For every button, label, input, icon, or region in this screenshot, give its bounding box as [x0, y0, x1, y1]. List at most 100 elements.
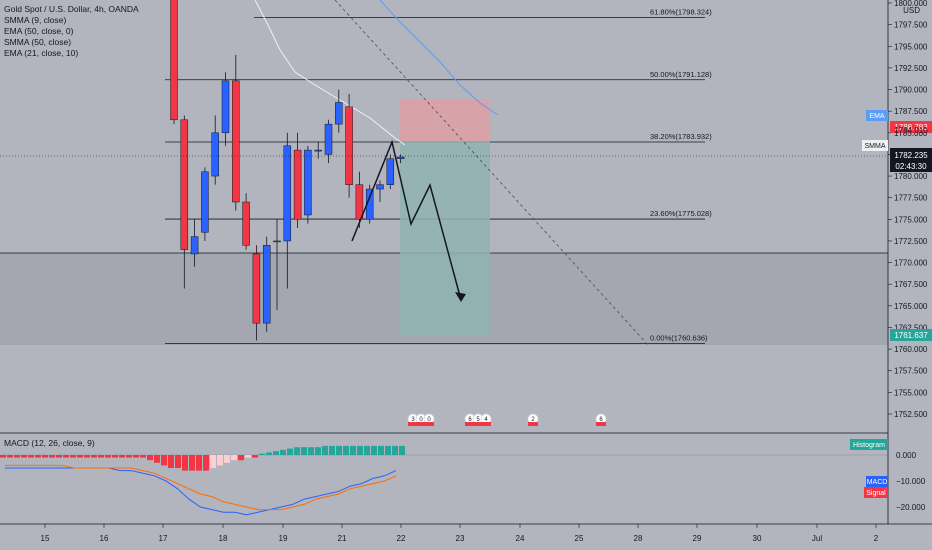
price-label-stop: 1788.783	[890, 121, 932, 133]
price-tick-label: 1770.000	[894, 259, 928, 268]
candle-body	[273, 240, 281, 243]
histogram-bar	[70, 455, 76, 458]
price-tick-label: 1762.500	[894, 323, 928, 332]
time-tick-label: 24	[516, 534, 525, 543]
histogram-bar	[196, 455, 202, 471]
price-label-stop-text: 1788.783	[894, 123, 928, 132]
histogram-bar	[21, 455, 27, 458]
histogram-tag[interactable]: Histogram	[850, 439, 888, 450]
candle-body	[221, 80, 230, 134]
smma-tag-text: SMMA	[865, 143, 886, 150]
price-label-current-text: 1782.235	[894, 151, 928, 160]
fib-level-label: 50.00%(1791.128)	[650, 70, 712, 79]
event-badge-text: 0	[419, 417, 423, 423]
smma-tag[interactable]: SMMA	[862, 140, 888, 151]
histogram-bar	[224, 455, 230, 463]
time-tick-label: 23	[456, 534, 465, 543]
price-label-countdown-text: 02:43:30	[895, 162, 927, 171]
signal-tag[interactable]: Signal	[864, 487, 888, 498]
price-tick-label: 1767.500	[894, 280, 928, 289]
smma-line	[254, 0, 406, 146]
time-tick-label: 15	[41, 534, 50, 543]
histogram-bar	[182, 455, 188, 471]
event-badge[interactable]: 6	[595, 413, 607, 426]
histogram-bar	[245, 455, 251, 458]
currency-label: USD	[903, 6, 920, 15]
histogram-bar	[308, 447, 314, 455]
legend-indicator-ema-21[interactable]: EMA (21, close, 10)	[4, 48, 79, 58]
histogram-bar	[175, 455, 181, 468]
histogram-bar	[203, 455, 209, 471]
histogram-bar	[98, 455, 104, 458]
price-axis[interactable]	[888, 0, 932, 524]
candlestick-series	[170, 0, 405, 341]
histogram-bar	[126, 455, 132, 458]
histogram-bar	[0, 455, 6, 458]
histogram-bar	[385, 445, 391, 455]
time-tick-label: 17	[159, 534, 168, 543]
macd-tick-label: 0.000	[896, 451, 917, 460]
price-tick-label: 1757.500	[894, 367, 928, 376]
price-tick-label: 1780.000	[894, 172, 928, 181]
ema-tag[interactable]: EMA	[866, 110, 888, 121]
histogram-bar	[112, 455, 118, 458]
histogram-bar	[315, 447, 321, 455]
histogram-bar	[147, 455, 153, 461]
macd-tag[interactable]: MACD	[866, 476, 888, 487]
legend-indicator-smma-50[interactable]: SMMA (50, close)	[4, 37, 72, 47]
histogram-bar	[84, 455, 90, 458]
legend-indicator-ema-50[interactable]: EMA (50, close, 0)	[4, 26, 74, 36]
histogram-bar	[294, 447, 300, 455]
candle-body	[252, 253, 261, 324]
price-tick-label: 1765.000	[894, 302, 928, 311]
histogram-bar	[378, 445, 384, 455]
candle-body	[335, 102, 343, 125]
time-tick-label: 21	[338, 534, 347, 543]
histogram-bar	[273, 451, 279, 455]
price-label-current: 1782.235 02:43:30	[890, 148, 932, 172]
histogram-bar	[77, 455, 83, 458]
stop-loss-zone[interactable]	[400, 99, 490, 141]
histogram-bar	[287, 448, 293, 455]
time-tick-label: 25	[575, 534, 584, 543]
histogram-bar	[168, 455, 174, 468]
projected-path-arrowhead	[455, 292, 466, 302]
candle-body	[262, 245, 271, 324]
time-tick-label: 2	[874, 534, 879, 543]
histogram-bar	[371, 445, 377, 455]
event-badge[interactable]: 4	[480, 413, 492, 426]
histogram-bar	[189, 455, 195, 471]
event-badge-text: 3	[411, 417, 415, 423]
event-badge[interactable]: 2	[527, 413, 539, 426]
histogram-bar	[301, 447, 307, 455]
histogram-bar	[91, 455, 97, 458]
histogram-bar	[49, 455, 55, 458]
event-badge[interactable]: 3	[407, 413, 419, 426]
time-axis-ticks: 15 16 17 18 19 21 22 23 24 25 28 29 30 Jul 2	[41, 524, 879, 543]
histogram-bar	[231, 455, 237, 461]
price-tick-label: 1755.000	[894, 388, 928, 397]
candle-body	[211, 132, 219, 177]
macd-legend[interactable]: MACD (12, 26, close, 9)	[4, 438, 95, 448]
price-tick-label: 1752.500	[894, 410, 928, 419]
event-badge[interactable]: 0	[423, 413, 435, 426]
legend-indicator-smma-9[interactable]: SMMA (9, close)	[4, 15, 67, 25]
projected-path-drawing[interactable]	[351, 139, 462, 301]
candle-body	[314, 149, 322, 152]
histogram-bar	[322, 445, 328, 455]
event-badge-text: 0	[427, 417, 431, 423]
price-label-ema-text: 1784.010	[894, 126, 928, 135]
histogram-tag-text: Histogram	[853, 442, 885, 449]
price-tick-label: 1775.000	[894, 215, 928, 224]
candle-body	[170, 0, 178, 121]
candle-body	[304, 149, 312, 216]
chart-legend[interactable]: Gold Spot / U.S. Dollar, 4h, OANDA SMMA …	[4, 4, 139, 59]
time-axis[interactable]	[0, 524, 932, 550]
event-badge-text: 5	[476, 417, 480, 423]
histogram-bar	[252, 455, 258, 458]
histogram-bar	[140, 455, 146, 458]
time-tick-label: 19	[279, 534, 288, 543]
event-badge-text: 6	[599, 417, 603, 423]
